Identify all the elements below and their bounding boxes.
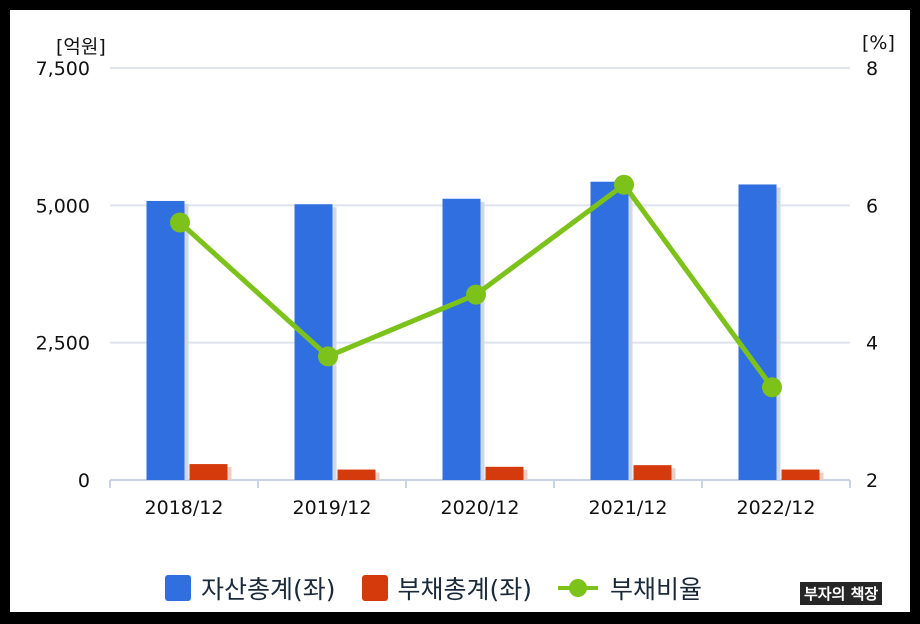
watermark: 부자의 책장 [800,582,883,605]
bar-liabilities [485,466,524,480]
debt-ratio-point [170,212,190,233]
legend-item-debt-ratio: 부채비율 [558,570,702,606]
x-tick-label: 2018/12 [145,497,224,519]
x-tick-label: 2021/12 [589,497,668,519]
y-left-tick-label: 2,500 [36,333,90,355]
legend-item-assets: 자산총계(좌) [165,570,336,606]
debt-ratio-point [318,346,338,367]
y-right-tick-label: 2 [866,470,878,492]
bar-assets [590,181,629,480]
legend-label-debt-ratio: 부채비율 [610,575,703,604]
bar-liabilities [189,464,228,480]
legend-item-liabilities: 부채총계(좌) [361,570,533,606]
legend-label-assets: 자산총계(좌) [201,575,336,604]
bar-assets [738,184,777,480]
x-tick-label: 2019/12 [293,497,372,519]
right-axis-unit: [%] [862,32,895,54]
bar-liabilities [633,465,672,480]
debt-ratio-point [762,377,782,398]
legend-label-liabilities: 부채총계(좌) [397,575,533,604]
y-left-tick-label: 0 [78,470,90,492]
legend-swatch-liabilities [361,575,388,601]
bar-liabilities [337,469,376,480]
legend-swatch-debt-ratio [558,575,599,601]
debt-ratio-point [614,174,634,195]
y-right-tick-label: 4 [866,333,878,355]
debt-ratio-point [466,284,486,305]
combo-chart: 0 2,500 5,000 7,500 2 4 6 8 2018/12 2019/12 2020/1… [36,58,878,519]
y-right-tick-label: 8 [866,58,878,80]
x-tick-label: 2022/12 [737,497,816,519]
bar-assets [442,198,481,480]
legend-swatch-assets [165,575,191,601]
bar-liabilities [781,469,820,480]
left-axis-unit: [억원] [56,36,106,58]
x-tick-label: 2020/12 [441,497,520,519]
legend: 자산총계(좌) 부채총계(좌) 부채비율 [165,570,728,606]
y-left-tick-label: 7,500 [36,58,90,80]
y-right-tick-label: 6 [866,195,878,217]
bar-assets [146,200,185,480]
y-left-tick-label: 5,000 [36,195,90,217]
chart-frame: [억원] [%] 0 2,500 5,000 7,500 2 4 6 8 2018/12 2019… [10,10,910,612]
